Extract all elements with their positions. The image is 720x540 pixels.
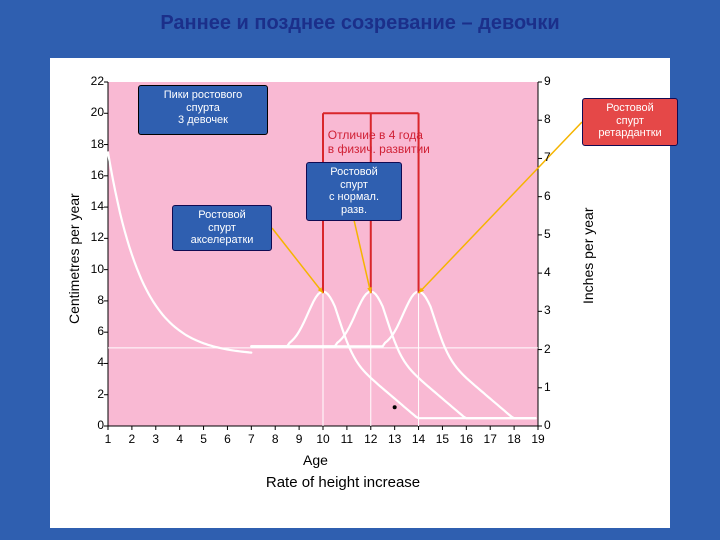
x-axis-label: Age — [303, 452, 328, 468]
x-tick: 11 — [337, 432, 357, 446]
yl-axis-label: Centimetres per year — [66, 193, 82, 324]
yr-tick: 6 — [544, 189, 564, 203]
yl-tick: 4 — [80, 355, 104, 369]
chart-caption: Rate of height increase — [243, 474, 443, 491]
x-tick: 9 — [289, 432, 309, 446]
yl-tick: 12 — [80, 230, 104, 244]
x-tick: 19 — [528, 432, 548, 446]
callout-retard: Ростовойспуртретардантки — [582, 98, 678, 146]
yl-tick: 10 — [80, 262, 104, 276]
slide: Раннее и позднее созревание – девочки Ra… — [0, 0, 720, 540]
yl-tick: 0 — [80, 418, 104, 432]
x-tick: 6 — [217, 432, 237, 446]
yl-tick: 16 — [80, 168, 104, 182]
x-tick: 13 — [385, 432, 405, 446]
x-tick: 10 — [313, 432, 333, 446]
x-tick: 3 — [146, 432, 166, 446]
yl-tick: 8 — [80, 293, 104, 307]
x-tick: 7 — [241, 432, 261, 446]
x-tick: 1 — [98, 432, 118, 446]
yr-axis-label: Inches per year — [580, 208, 596, 305]
yl-tick: 22 — [80, 74, 104, 88]
yr-tick: 4 — [544, 265, 564, 279]
bracket-annotation: Отличие в 4 годав физич. развитии — [328, 129, 484, 157]
yr-tick: 7 — [544, 150, 564, 164]
chart-svg — [0, 0, 720, 540]
x-tick: 12 — [361, 432, 381, 446]
callout-normal: Ростовойспуртс нормал.разв. — [306, 162, 402, 221]
yl-tick: 20 — [80, 105, 104, 119]
x-tick: 16 — [456, 432, 476, 446]
x-tick: 4 — [170, 432, 190, 446]
yl-tick: 18 — [80, 137, 104, 151]
yr-tick: 5 — [544, 227, 564, 241]
x-tick: 14 — [409, 432, 429, 446]
yr-tick: 2 — [544, 342, 564, 356]
x-tick: 8 — [265, 432, 285, 446]
yl-tick: 2 — [80, 387, 104, 401]
yr-tick: 9 — [544, 74, 564, 88]
yr-tick: 0 — [544, 418, 564, 432]
callout-accel: Ростовойспуртакселератки — [172, 205, 272, 251]
callout-peaks: Пики ростовогоспурта3 девочек — [138, 85, 268, 135]
yr-tick: 8 — [544, 112, 564, 126]
x-tick: 5 — [194, 432, 214, 446]
x-tick: 18 — [504, 432, 524, 446]
x-tick: 15 — [432, 432, 452, 446]
x-tick: 2 — [122, 432, 142, 446]
yr-tick: 1 — [544, 380, 564, 394]
yl-tick: 14 — [80, 199, 104, 213]
x-tick: 17 — [480, 432, 500, 446]
yl-tick: 6 — [80, 324, 104, 338]
yr-tick: 3 — [544, 303, 564, 317]
